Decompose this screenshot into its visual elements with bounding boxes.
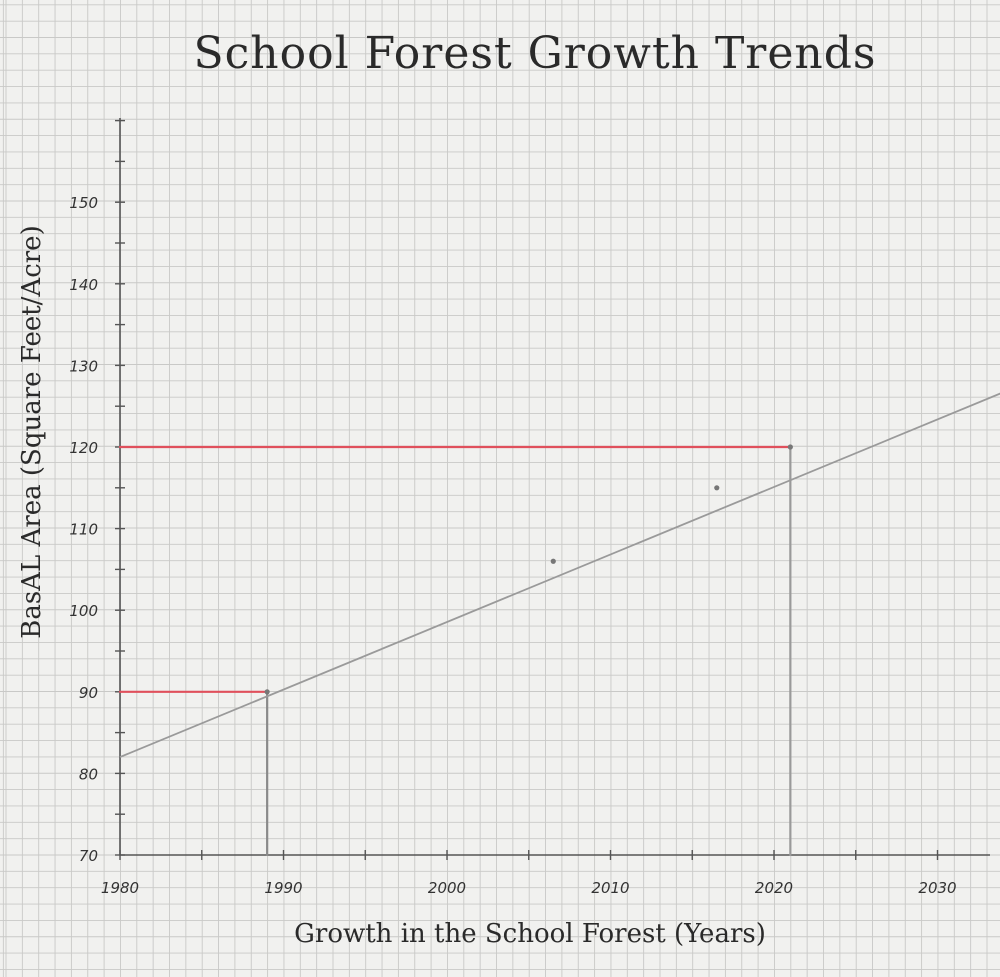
- x-tick-label: 1990: [264, 879, 302, 897]
- x-axis-label: Growth in the School Forest (Years): [294, 919, 766, 949]
- reference-lines: [118, 445, 792, 857]
- y-tick-label: 150: [69, 194, 98, 212]
- data-point: [264, 689, 270, 695]
- x-tick-label: 2030: [918, 879, 956, 897]
- tick-labels: 70 80 90 100 110 120 130 140 150 1980 1990 2000 2010…: [69, 194, 956, 897]
- series: [119, 392, 1000, 758]
- x-tick-label: 2010: [591, 879, 629, 897]
- y-tick-label: 140: [69, 276, 98, 294]
- y-tick-label: 100: [69, 602, 98, 620]
- y-tick-label: 90: [79, 684, 98, 702]
- y-tick-label: 110: [69, 521, 98, 539]
- x-tick-label: 1980: [101, 879, 139, 897]
- data-point: [550, 558, 556, 564]
- x-tick-label: 2020: [755, 879, 793, 897]
- axes: [115, 118, 990, 860]
- trend-line: [119, 392, 1000, 758]
- x-tick-label: 2000: [428, 879, 466, 897]
- y-tick-label: 130: [69, 357, 98, 375]
- data-points: [264, 444, 793, 695]
- data-point: [787, 444, 793, 450]
- chart-title: School Forest Growth Trends: [194, 28, 877, 79]
- y-tick-label: 80: [79, 765, 98, 783]
- y-tick-label: 70: [79, 847, 98, 865]
- y-axis-label: BasAL Area (Square Feet/Acre): [17, 225, 47, 638]
- data-point: [714, 485, 720, 491]
- y-tick-label: 120: [69, 439, 98, 457]
